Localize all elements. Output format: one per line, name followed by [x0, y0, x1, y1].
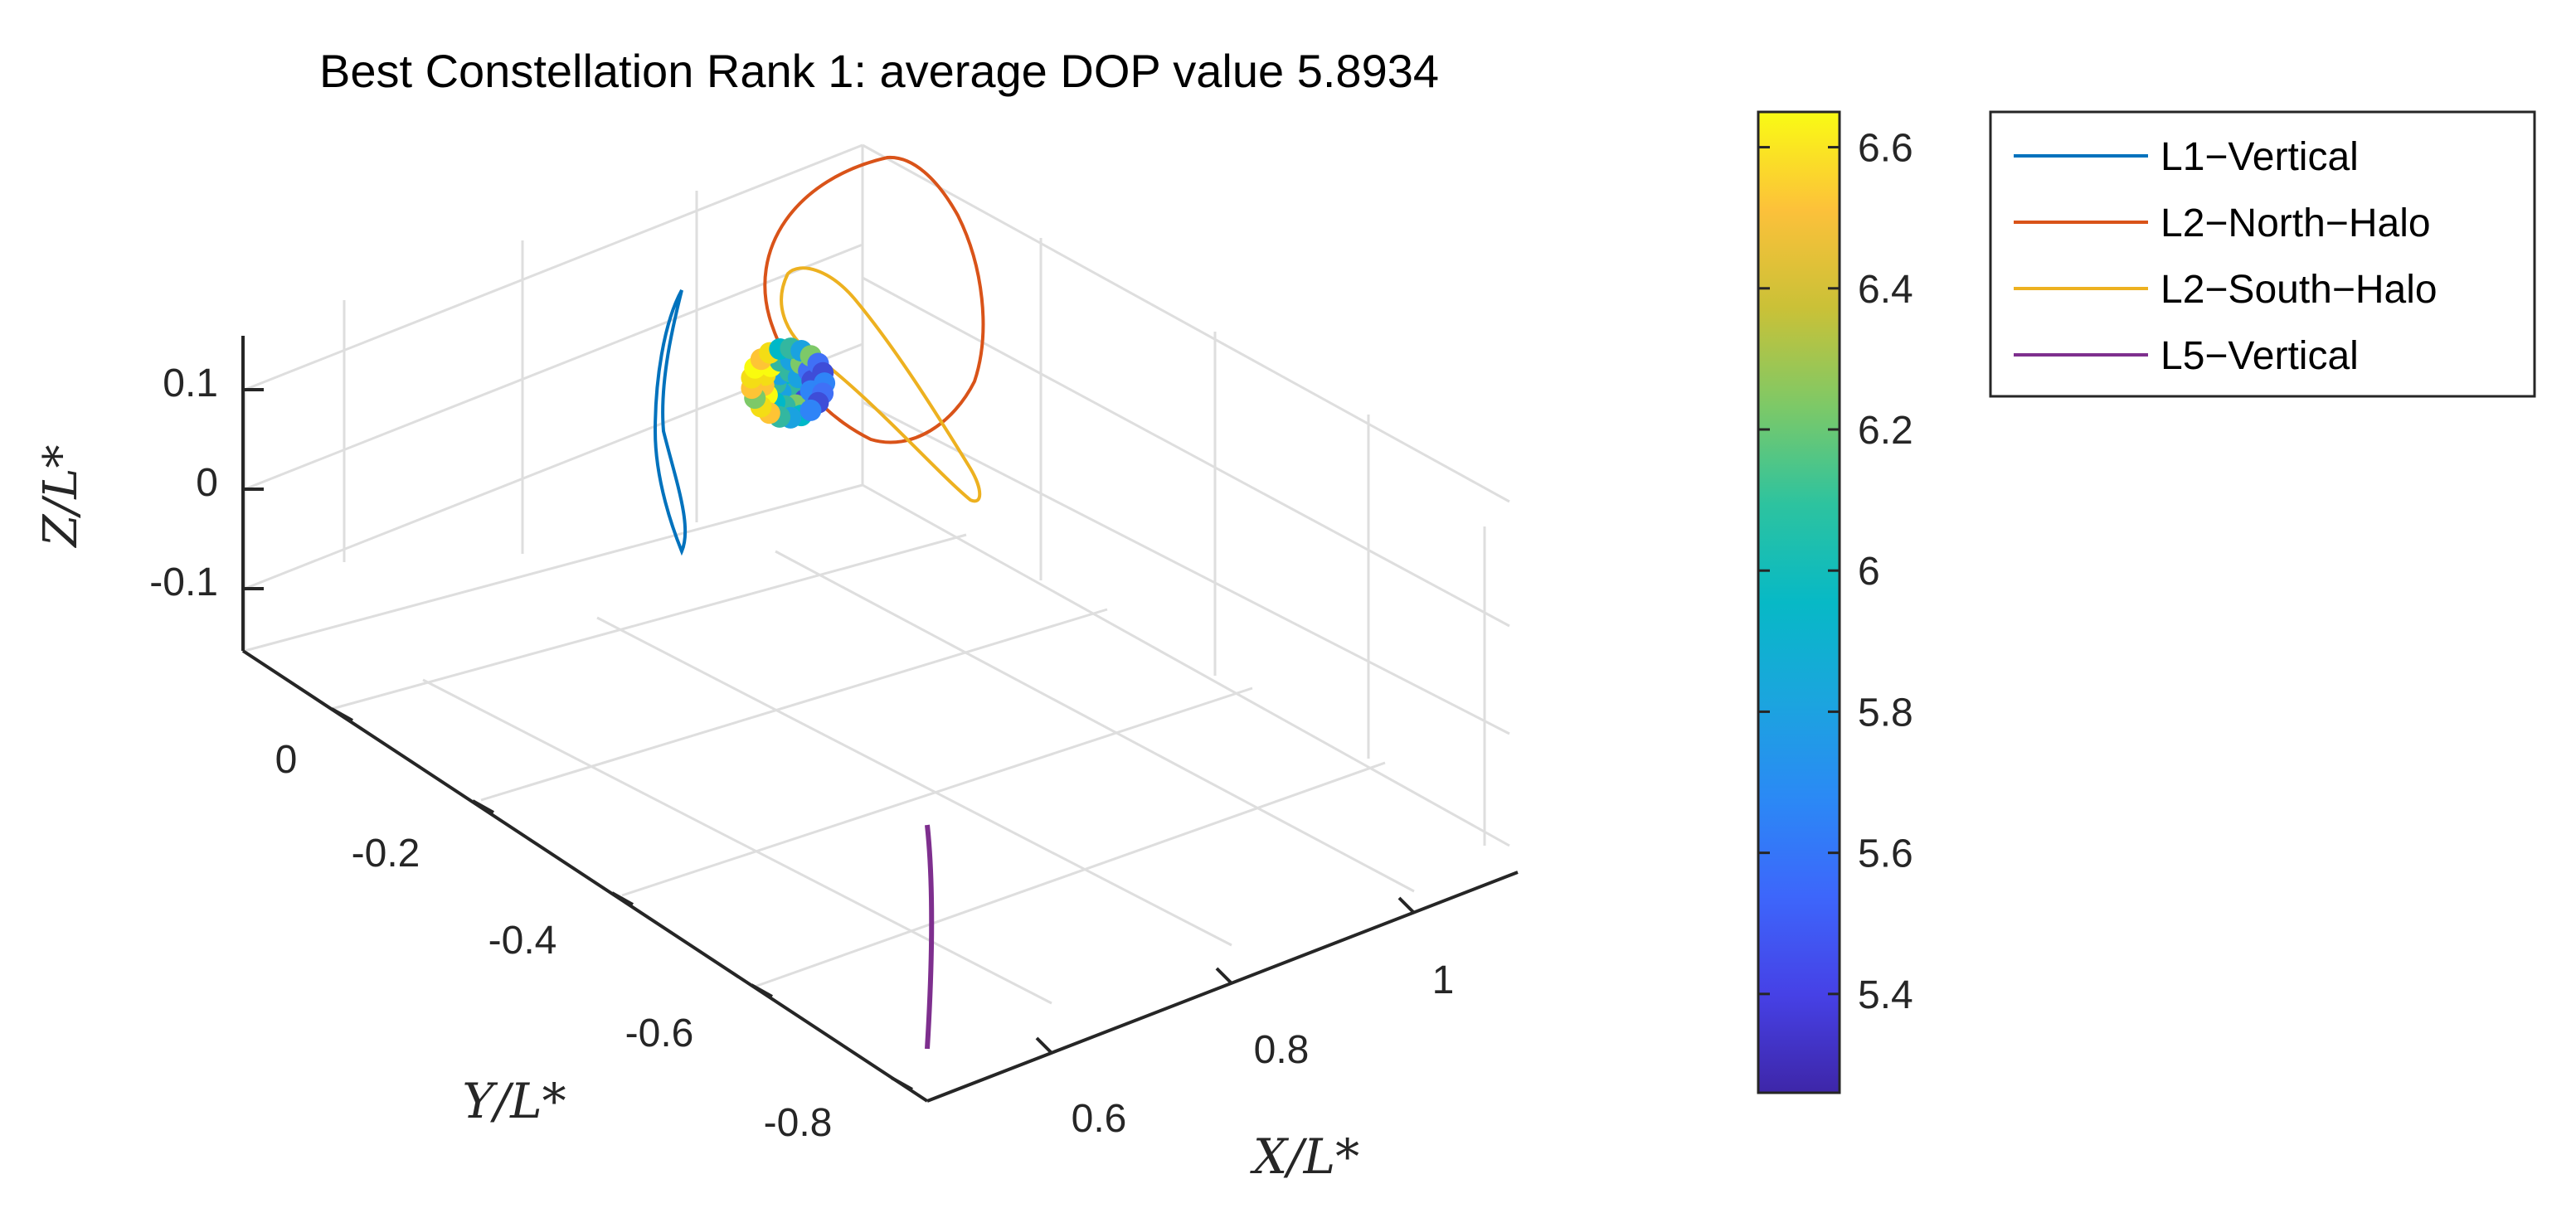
z-tick-marks: [243, 388, 264, 590]
colorbar-tick-label: 5.4: [1858, 973, 1913, 1017]
dop-marker: [800, 399, 822, 421]
colorbar-tick-label: 6.2: [1858, 409, 1913, 453]
x-tick-marks: [1035, 896, 1416, 1055]
legend-label: L2−South−Halo: [2160, 268, 2437, 312]
x-tick-label: 0.6: [1072, 1097, 1127, 1141]
legend-label: L1−Vertical: [2160, 135, 2359, 179]
z-tick-label: -0.1: [149, 560, 218, 604]
z-axis-label: Z/L*: [34, 445, 88, 549]
orbit-l2-north-halo: [763, 155, 985, 444]
colorbar-ticks: 6.6 6.4 6.2 6 5.8 5.6 5.4: [1758, 127, 1913, 1017]
y-tick-label: -0.6: [625, 1012, 694, 1055]
colorbar-tick-label: 6: [1858, 550, 1880, 594]
legend-box: [1989, 110, 2536, 398]
y-tick-label: 0: [275, 738, 298, 782]
x-tick-label: 1: [1432, 958, 1455, 1002]
x-tick-label: 0.8: [1254, 1028, 1310, 1072]
y-tick-label: -0.8: [764, 1101, 833, 1145]
z-tick-label: 0: [196, 461, 218, 505]
chart-title: Best Constellation Rank 1: average DOP v…: [319, 45, 1439, 97]
x-axis-label: X/L*: [1250, 1128, 1359, 1185]
legend: L1−Vertical L2−North−Halo L2−South−Halo …: [1989, 110, 2536, 398]
colorbar: 6.6 6.4 6.2 6 5.8 5.6 5.4: [1757, 110, 1913, 1094]
y-axis-label: Y/L*: [462, 1073, 566, 1129]
colorbar-gradient: [1757, 110, 1841, 1094]
colorbar-tick-label: 6.4: [1858, 268, 1913, 312]
z-tick-label: 0.1: [163, 361, 218, 405]
y-tick-label: -0.4: [488, 919, 557, 963]
orbit-l5-vertical: [925, 824, 935, 1050]
legend-label: L2−North−Halo: [2160, 201, 2431, 245]
colorbar-tick-label: 5.8: [1858, 691, 1913, 735]
legend-label: L5−Vertical: [2160, 334, 2359, 378]
axis-lines: [241, 336, 1519, 1103]
y-tick-label: -0.2: [352, 832, 420, 876]
axes-3d: 0.1 0 -0.1 0 -0.2 -0.4 -0.6 -0.8 0.6 0.8…: [34, 143, 1519, 1185]
gridlines: [243, 143, 1510, 1005]
dop-value-cluster: [741, 337, 836, 429]
colorbar-tick-label: 6.6: [1858, 127, 1913, 171]
colorbar-tick-label: 5.6: [1858, 832, 1913, 876]
orbit-l1-vertical: [653, 289, 688, 556]
y-tick-marks: [331, 707, 913, 1091]
